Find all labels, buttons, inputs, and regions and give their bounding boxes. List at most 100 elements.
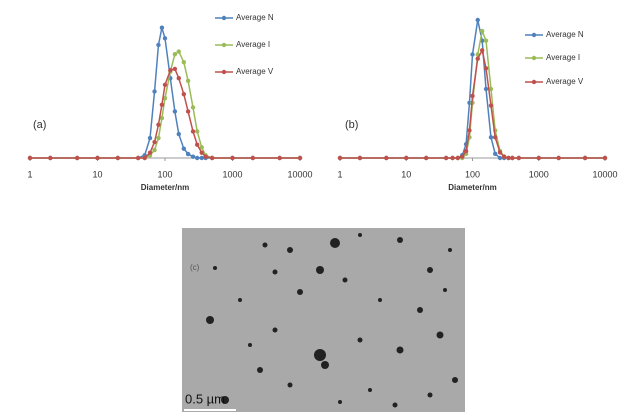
legend-marker <box>222 43 226 47</box>
data-point <box>537 156 541 160</box>
data-point <box>404 156 408 160</box>
legend-label: Average V <box>546 77 584 86</box>
x-tick-label: 1 <box>337 169 342 179</box>
data-point <box>148 150 152 154</box>
data-point <box>173 67 177 71</box>
data-point <box>460 154 464 158</box>
data-point <box>424 156 428 160</box>
data-point <box>476 18 480 22</box>
data-point <box>277 156 281 160</box>
figure: (c) 0.5 µm 1 10 100 1000 10000 Diameter/nm (a)… <box>0 0 621 412</box>
data-point <box>358 156 362 160</box>
data-point <box>510 156 514 160</box>
data-point <box>203 154 207 158</box>
data-point <box>191 105 195 109</box>
data-point <box>384 156 388 160</box>
data-point <box>470 52 474 56</box>
data-point <box>517 156 521 160</box>
data-point <box>493 152 497 156</box>
data-point <box>156 123 160 127</box>
x-axis-title: Diameter/nm <box>141 183 189 192</box>
data-point <box>498 156 502 160</box>
x-tick-label: 100 <box>157 169 172 179</box>
data-point <box>583 156 587 160</box>
data-point <box>75 156 79 160</box>
data-point <box>152 89 156 93</box>
data-point <box>95 156 99 160</box>
data-point <box>506 156 510 160</box>
data-point <box>173 109 177 113</box>
data-point <box>152 140 156 144</box>
data-point <box>456 156 460 160</box>
legend-marker <box>222 70 226 74</box>
x-tick-label: 100 <box>465 169 480 179</box>
data-point <box>182 60 186 64</box>
x-tick-label: 10000 <box>287 169 312 179</box>
data-point <box>191 129 195 133</box>
micrograph-background <box>182 228 465 412</box>
legend-marker <box>532 33 536 37</box>
data-point <box>28 156 32 160</box>
legend-label: Average N <box>236 13 274 22</box>
data-point <box>182 146 186 150</box>
legend-marker <box>222 16 226 20</box>
x-tick-label: 10 <box>92 169 102 179</box>
data-point <box>156 43 160 47</box>
micrograph: (c) 0.5 µm <box>182 228 465 412</box>
data-point <box>480 29 484 33</box>
panel-label: (c) <box>190 263 200 272</box>
data-point <box>195 143 199 147</box>
data-point <box>484 66 488 70</box>
data-point <box>160 103 164 107</box>
data-point <box>464 149 468 153</box>
data-point <box>195 156 199 160</box>
data-point <box>470 94 474 98</box>
data-point <box>480 48 484 52</box>
data-point <box>168 68 172 72</box>
data-point <box>142 156 146 160</box>
data-point <box>484 39 488 43</box>
series-line <box>340 50 605 158</box>
x-tick-label: 10000 <box>592 169 617 179</box>
data-point <box>210 156 214 160</box>
x-tick-label: 1000 <box>529 169 549 179</box>
data-point <box>177 132 181 136</box>
panel-label: (a) <box>33 119 46 131</box>
data-point <box>152 148 156 152</box>
scale-bar-label: 0.5 µm <box>185 391 225 406</box>
data-point <box>230 156 234 160</box>
data-point <box>148 136 152 140</box>
x-tick-label: 10 <box>401 169 411 179</box>
data-point <box>200 150 204 154</box>
data-point <box>163 83 167 87</box>
data-point <box>444 156 448 160</box>
data-point <box>502 154 506 158</box>
data-point <box>163 36 167 40</box>
data-point <box>200 156 204 160</box>
data-point <box>556 156 560 160</box>
data-point <box>186 152 190 156</box>
data-point <box>160 25 164 29</box>
data-point <box>177 76 181 80</box>
x-axis-title: Diameter/nm <box>448 183 496 192</box>
data-point <box>298 156 302 160</box>
data-point <box>484 87 488 91</box>
legend-label: Average N <box>546 30 584 39</box>
data-point <box>186 109 190 113</box>
data-point <box>182 92 186 96</box>
x-tick-label: 1 <box>27 169 32 179</box>
data-point <box>251 156 255 160</box>
series-line <box>340 20 605 158</box>
panel-label: (b) <box>345 119 358 131</box>
data-point <box>173 52 177 56</box>
data-point <box>603 156 607 160</box>
data-point <box>498 150 502 154</box>
data-point <box>489 103 493 107</box>
data-point <box>116 156 120 160</box>
data-point <box>493 135 497 139</box>
legend-label: Average I <box>546 53 580 62</box>
data-point <box>191 154 195 158</box>
data-point <box>338 156 342 160</box>
x-tick-label: 1000 <box>222 169 242 179</box>
data-point <box>489 135 493 139</box>
